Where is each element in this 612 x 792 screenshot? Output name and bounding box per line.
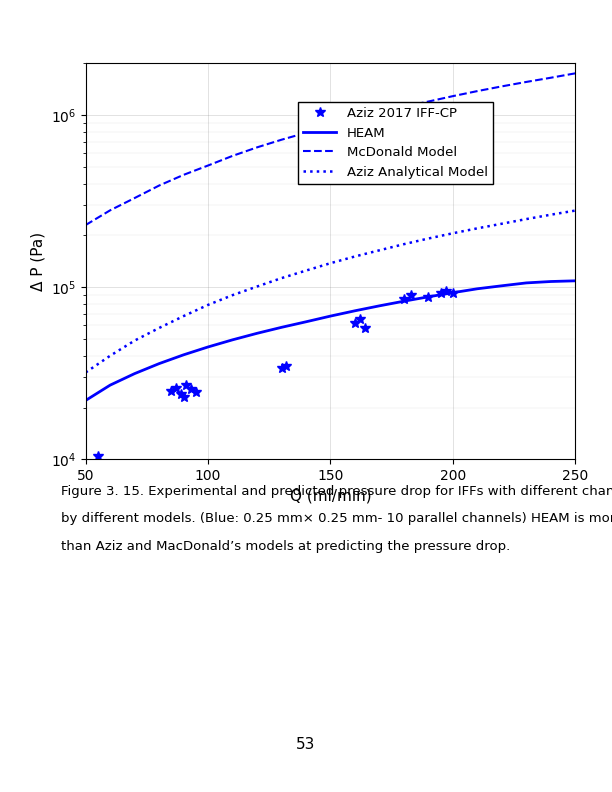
HEAM xyxy=(351,306,359,315)
McDonald Model xyxy=(523,77,530,86)
Aziz 2017 IFF-CP xyxy=(351,318,359,328)
Line: Aziz 2017 IFF-CP: Aziz 2017 IFF-CP xyxy=(93,286,458,461)
Aziz 2017 IFF-CP xyxy=(192,387,200,397)
Aziz 2017 IFF-CP xyxy=(180,392,187,402)
McDonald Model xyxy=(278,135,285,144)
HEAM xyxy=(327,311,334,321)
Aziz Analytical Model xyxy=(400,239,408,249)
McDonald Model xyxy=(302,128,310,138)
Aziz Analytical Model xyxy=(376,246,383,255)
Aziz Analytical Model xyxy=(327,258,334,268)
Legend: Aziz 2017 IFF-CP, HEAM, McDonald Model, Aziz Analytical Model: Aziz 2017 IFF-CP, HEAM, McDonald Model, … xyxy=(298,101,493,184)
HEAM xyxy=(155,359,163,368)
HEAM xyxy=(376,301,383,310)
Line: HEAM: HEAM xyxy=(86,281,575,401)
Aziz Analytical Model xyxy=(425,234,432,243)
Aziz Analytical Model xyxy=(449,229,457,238)
Aziz Analytical Model xyxy=(155,323,163,333)
McDonald Model xyxy=(155,181,163,190)
Aziz 2017 IFF-CP xyxy=(278,364,285,373)
Aziz Analytical Model xyxy=(351,252,359,261)
Text: by different models. (Blue: 0.25 mm× 0.25 mm- 10 parallel channels) HEAM is more: by different models. (Blue: 0.25 mm× 0.2… xyxy=(61,512,612,525)
McDonald Model xyxy=(82,220,89,230)
Text: Figure 3. 15. Experimental and predicted pressure drop for IFFs with different c: Figure 3. 15. Experimental and predicted… xyxy=(61,485,612,497)
Aziz Analytical Model xyxy=(498,219,506,228)
Aziz 2017 IFF-CP xyxy=(361,323,368,333)
HEAM xyxy=(278,322,285,332)
Aziz Analytical Model xyxy=(572,206,579,215)
Aziz Analytical Model xyxy=(82,367,89,377)
Text: 53: 53 xyxy=(296,737,316,752)
Aziz Analytical Model xyxy=(180,311,187,321)
McDonald Model xyxy=(253,143,261,152)
McDonald Model xyxy=(351,114,359,124)
Text: than Aziz and MacDonald’s models at predicting the pressure drop.: than Aziz and MacDonald’s models at pred… xyxy=(61,540,510,553)
HEAM xyxy=(82,396,89,406)
Aziz 2017 IFF-CP xyxy=(94,451,102,460)
McDonald Model xyxy=(376,109,383,118)
McDonald Model xyxy=(547,73,554,82)
Aziz 2017 IFF-CP xyxy=(400,295,408,304)
Aziz 2017 IFF-CP xyxy=(356,314,364,324)
HEAM xyxy=(131,369,138,379)
HEAM xyxy=(547,276,554,286)
HEAM xyxy=(229,335,236,345)
Aziz Analytical Model xyxy=(253,282,261,291)
Aziz 2017 IFF-CP xyxy=(437,289,444,299)
Aziz Analytical Model xyxy=(204,300,212,310)
Aziz 2017 IFF-CP xyxy=(168,386,175,396)
HEAM xyxy=(498,281,506,291)
Aziz 2017 IFF-CP xyxy=(173,383,180,393)
HEAM xyxy=(523,278,530,287)
Aziz 2017 IFF-CP xyxy=(449,288,457,298)
McDonald Model xyxy=(180,170,187,180)
Aziz Analytical Model xyxy=(474,223,481,233)
HEAM xyxy=(302,317,310,326)
Line: McDonald Model: McDonald Model xyxy=(86,74,575,225)
HEAM xyxy=(204,342,212,352)
Aziz 2017 IFF-CP xyxy=(182,380,190,390)
Aziz Analytical Model xyxy=(547,210,554,219)
HEAM xyxy=(180,350,187,360)
Aziz Analytical Model xyxy=(106,351,114,360)
McDonald Model xyxy=(131,193,138,203)
Aziz Analytical Model xyxy=(229,291,236,300)
McDonald Model xyxy=(327,121,334,131)
Aziz 2017 IFF-CP xyxy=(442,287,449,296)
HEAM xyxy=(106,380,114,390)
HEAM xyxy=(474,284,481,294)
HEAM xyxy=(400,296,408,306)
HEAM xyxy=(449,288,457,298)
McDonald Model xyxy=(449,91,457,101)
Aziz Analytical Model xyxy=(278,273,285,283)
Aziz 2017 IFF-CP xyxy=(283,361,290,371)
Y-axis label: Δ P (Pa): Δ P (Pa) xyxy=(30,232,45,291)
McDonald Model xyxy=(572,69,579,78)
HEAM xyxy=(425,292,432,302)
Line: Aziz Analytical Model: Aziz Analytical Model xyxy=(86,211,575,372)
McDonald Model xyxy=(425,97,432,106)
HEAM xyxy=(253,329,261,338)
Aziz 2017 IFF-CP xyxy=(187,385,195,394)
McDonald Model xyxy=(400,102,408,112)
Aziz 2017 IFF-CP xyxy=(177,389,185,398)
McDonald Model xyxy=(204,161,212,170)
McDonald Model xyxy=(498,82,506,91)
Aziz Analytical Model xyxy=(131,336,138,345)
Aziz 2017 IFF-CP xyxy=(425,292,432,302)
McDonald Model xyxy=(229,151,236,161)
Aziz 2017 IFF-CP xyxy=(408,291,415,300)
Aziz Analytical Model xyxy=(302,266,310,276)
X-axis label: Q (ml/min): Q (ml/min) xyxy=(289,489,371,504)
Aziz Analytical Model xyxy=(523,215,530,224)
McDonald Model xyxy=(474,86,481,96)
McDonald Model xyxy=(106,206,114,215)
HEAM xyxy=(572,276,579,286)
